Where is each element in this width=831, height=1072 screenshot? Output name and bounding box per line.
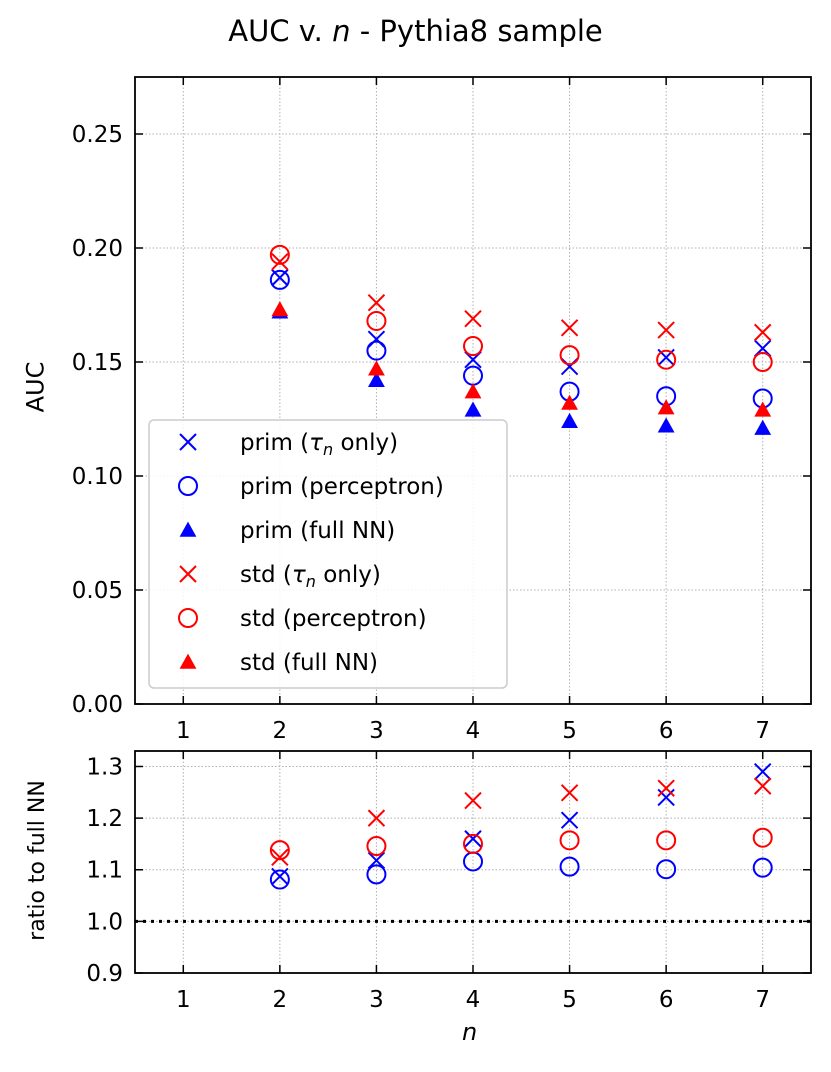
- bottom-xtick-label: 1: [176, 987, 191, 1013]
- top-point-cross: [754, 323, 772, 342]
- bottom-xtick-label: 4: [466, 987, 481, 1013]
- top-point-triangle: [271, 301, 289, 317]
- bottom-panel: 1 2 3 4 5 6 7 0.9 1.0 1.1 1.2 1.3: [86, 750, 812, 1013]
- legend-label: prim (perceptron): [240, 474, 444, 500]
- top-xtick-label: 7: [755, 718, 770, 744]
- legend-label: prim (full NN): [240, 518, 395, 544]
- legend-label: prim (τn only): [240, 430, 398, 459]
- top-point-cross: [464, 309, 482, 328]
- top-point-circle: [463, 336, 483, 357]
- legend-marker: [178, 608, 198, 628]
- top-point-cross: [367, 294, 386, 312]
- bottom-ytick-label: 1.1: [86, 858, 123, 884]
- top-point-circle: [366, 310, 387, 331]
- bottom-point-cross: [657, 779, 675, 797]
- top-ytick-label: 0.05: [72, 578, 123, 604]
- legend-box: [148, 419, 508, 689]
- top-point-circle: [366, 340, 387, 361]
- top-point-cross: [271, 252, 289, 271]
- top-point-circle: [269, 269, 290, 290]
- top-point-triangle: [368, 360, 385, 376]
- bottom-point-cross: [464, 830, 482, 848]
- top-xtick-label: 6: [659, 718, 674, 744]
- top-xtick-label: 4: [466, 718, 481, 744]
- bottom-frame: [134, 750, 812, 974]
- bottom-xtick-label: 3: [369, 987, 384, 1013]
- bottom-point-cross: [560, 784, 579, 802]
- top-series: [269, 244, 773, 435]
- bottom-point-circle: [559, 830, 580, 851]
- top-point-triangle: [657, 399, 675, 415]
- legend-marker: [179, 653, 197, 669]
- x-axis-label: n: [462, 1018, 478, 1046]
- top-frame: [134, 76, 812, 705]
- bottom-ytick-label: 1.0: [86, 909, 123, 935]
- top-ytick-label: 0.15: [72, 350, 123, 376]
- bottom-point-circle: [366, 835, 387, 856]
- top-ytick-label: 0.10: [72, 464, 123, 490]
- bottom-point-circle: [752, 827, 773, 848]
- top-ytick-label: 0.25: [72, 122, 123, 148]
- bottom-point-cross: [754, 777, 772, 795]
- bottom-xtick-label: 2: [273, 987, 288, 1013]
- legend-label: std (full NN): [240, 650, 378, 676]
- bottom-point-cross: [271, 848, 289, 867]
- top-point-cross: [560, 319, 579, 337]
- bottom-point-circle: [463, 833, 483, 854]
- top-xtick-label: 5: [562, 718, 577, 744]
- legend: prim (τn only) prim (perceptron) prim (ful…: [148, 419, 508, 689]
- top-xtick-label: 3: [369, 718, 384, 744]
- top-point-triangle: [464, 401, 482, 417]
- bottom-point-cross: [367, 851, 386, 870]
- bottom-point-circle: [559, 856, 580, 877]
- bottom-series: [269, 762, 773, 890]
- top-point-cross: [657, 321, 675, 339]
- bottom-ytick-label: 1.3: [86, 754, 123, 780]
- top-point-triangle: [754, 419, 772, 435]
- top-point-circle: [559, 345, 580, 366]
- bottom-point-circle: [656, 830, 677, 851]
- top-xtick-label: 2: [273, 718, 288, 744]
- top-point-triangle: [561, 412, 578, 428]
- bottom-point-cross: [754, 762, 772, 781]
- top-point-triangle: [657, 417, 675, 433]
- top-xtick-label: 1: [176, 718, 191, 744]
- bottom-point-cross: [560, 811, 579, 829]
- legend-marker: [179, 521, 197, 537]
- top-point-triangle: [754, 401, 772, 417]
- bottom-point-circle: [752, 857, 773, 878]
- bottom-point-cross: [464, 791, 482, 810]
- bottom-point-cross: [367, 809, 386, 827]
- bottom-point-circle: [269, 869, 290, 890]
- top-ytick-label: 0.20: [72, 236, 123, 262]
- legend-label: std (perceptron): [240, 606, 427, 632]
- bottom-point-cross: [657, 788, 675, 807]
- top-point-circle: [752, 352, 773, 372]
- top-ytick-label: 0.00: [72, 692, 123, 718]
- legend-label: std (τn only): [240, 562, 381, 591]
- bottom-point-circle: [269, 840, 290, 861]
- chart-title: AUC v. n - Pythia8 sample: [228, 14, 603, 48]
- bottom-point-circle: [656, 859, 677, 880]
- top-point-triangle: [368, 371, 385, 387]
- top-point-circle: [656, 349, 677, 370]
- bottom-ytick-label: 0.9: [86, 961, 123, 987]
- bottom-point-circle: [366, 864, 387, 885]
- top-point-circle: [269, 244, 290, 265]
- top-point-triangle: [464, 383, 482, 399]
- legend-marker: [178, 476, 198, 496]
- bottom-xtick-label: 6: [659, 987, 674, 1013]
- bottom-xtick-label: 7: [755, 987, 770, 1013]
- bottom-xtick-label: 5: [562, 987, 577, 1013]
- top-point-triangle: [561, 394, 578, 410]
- legend-marker: [179, 565, 197, 583]
- legend-marker: [179, 433, 197, 451]
- bottom-ytick-label: 1.2: [86, 806, 123, 832]
